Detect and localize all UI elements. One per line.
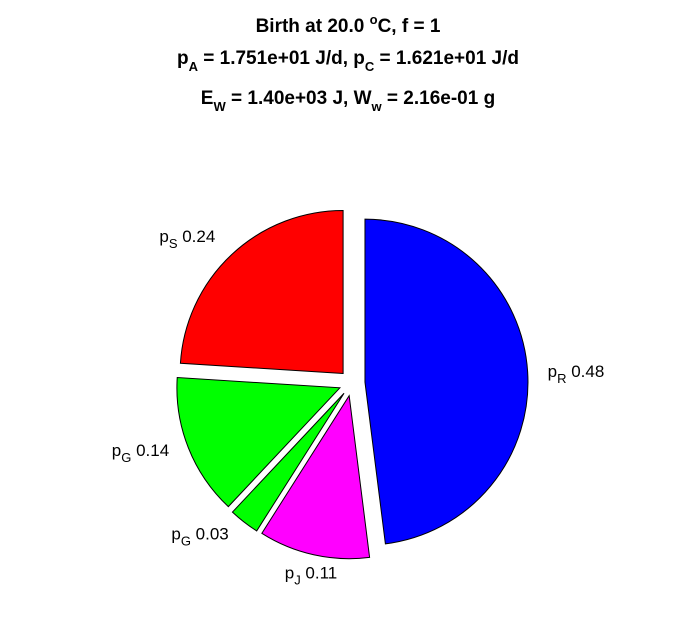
title-line-1-post: C, f = 1 — [378, 16, 441, 37]
title-line-2: pA = 1.751e+01 J/d, pC = 1.621e+01 J/d — [177, 48, 519, 74]
pie-slice-r-0 — [364, 218, 529, 545]
pie-slice-g-3 — [176, 377, 342, 508]
slice-label-value: 0.11 — [301, 563, 338, 582]
title-line-3-text: = 2.16e-01 g — [382, 88, 496, 109]
title-line-3: EW = 1.40e+03 J, Ww = 2.16e-01 g — [201, 88, 495, 114]
slice-label-r-0: pR 0.48 — [548, 362, 605, 386]
slice-label-value: 0.48 — [566, 362, 604, 381]
slice-label-subscript: G — [181, 534, 191, 549]
slice-label-value: 0.03 — [191, 525, 229, 544]
title-line-2-subscript: A — [189, 59, 199, 74]
title-line-1-sup: o — [370, 12, 378, 27]
slice-label-subscript: J — [294, 572, 301, 587]
slice-label-name: p — [285, 563, 294, 582]
chart-title: Birth at 20.0 oC, f = 1 pA = 1.751e+01 J… — [177, 12, 519, 114]
title-line-3-text: E — [201, 88, 214, 109]
slice-label-s-4: pS 0.24 — [159, 227, 215, 251]
slice-label-name: p — [112, 441, 121, 460]
title-line-1: Birth at 20.0 oC, f = 1 — [256, 12, 441, 37]
slice-label-value: 0.14 — [131, 441, 169, 460]
title-line-2-text: p — [177, 48, 189, 69]
slice-label-j-1: pJ 0.11 — [285, 563, 338, 587]
slice-label-value: 0.24 — [177, 227, 215, 246]
slice-label-g-3: pG 0.14 — [112, 441, 169, 465]
pie-slice-j-1 — [261, 394, 371, 560]
title-line-3-subscript: W — [213, 99, 226, 114]
title-line-1-pre: Birth at 20.0 — [256, 16, 370, 37]
slice-label-subscript: S — [169, 236, 178, 251]
slice-label-name: p — [159, 227, 168, 246]
title-line-3-subscript: w — [371, 99, 383, 114]
title-line-2-text: = 1.621e+01 J/d — [374, 48, 519, 69]
slice-label-name: p — [171, 525, 180, 544]
slice-label-subscript: G — [121, 450, 131, 465]
title-line-2-text: = 1.751e+01 J/d, p — [198, 48, 365, 69]
title-line-2-subscript: C — [365, 59, 375, 74]
pie-slice-s-4 — [179, 210, 344, 375]
pie-slices — [176, 210, 529, 560]
slice-label-name: p — [548, 362, 557, 381]
slice-label-subscript: R — [557, 371, 566, 386]
pie-slice-g-2 — [231, 392, 345, 532]
slice-label-g-2: pG 0.03 — [171, 525, 228, 549]
title-line-3-text: = 1.40e+03 J, W — [226, 88, 372, 109]
